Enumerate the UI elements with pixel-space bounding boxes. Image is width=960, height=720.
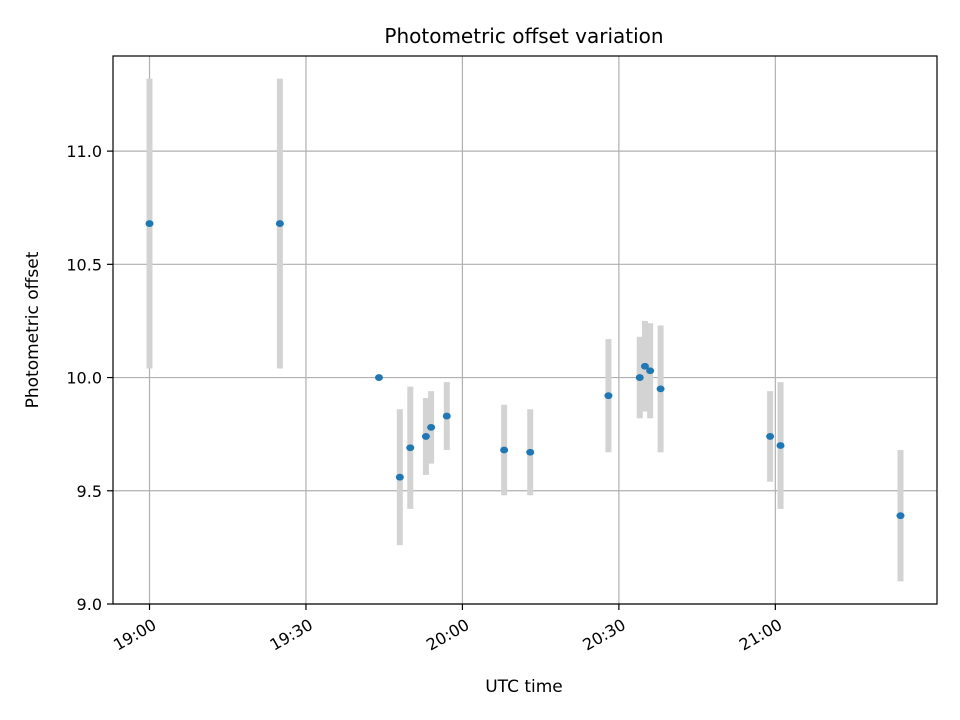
y-axis-title: Photometric offset	[23, 251, 43, 408]
data-point	[766, 433, 775, 440]
data-point	[526, 448, 535, 456]
data-point	[604, 392, 613, 400]
data-point	[421, 433, 430, 440]
data-point	[500, 446, 509, 454]
y-tick-label: 9.0	[77, 595, 102, 614]
data-point	[442, 412, 451, 420]
data-point	[427, 423, 436, 431]
y-tick-label: 10.5	[66, 255, 102, 274]
data-point	[275, 220, 284, 227]
data-point	[896, 512, 905, 520]
data-point	[646, 367, 655, 375]
y-tick-label: 10.0	[66, 369, 102, 388]
data-point	[395, 473, 404, 481]
data-point	[776, 442, 785, 449]
chart-title: Photometric offset variation	[384, 24, 663, 48]
x-axis-title: UTC time	[485, 677, 563, 697]
point-layer	[145, 220, 905, 520]
y-tick-label: 9.5	[77, 482, 102, 501]
plot-frame	[112, 55, 938, 605]
data-point	[640, 362, 649, 370]
data-point	[635, 374, 644, 381]
y-tick-label: 11.0	[66, 142, 102, 161]
data-point	[406, 444, 415, 452]
data-point	[374, 374, 383, 381]
data-point	[656, 385, 665, 393]
data-point	[145, 220, 154, 227]
